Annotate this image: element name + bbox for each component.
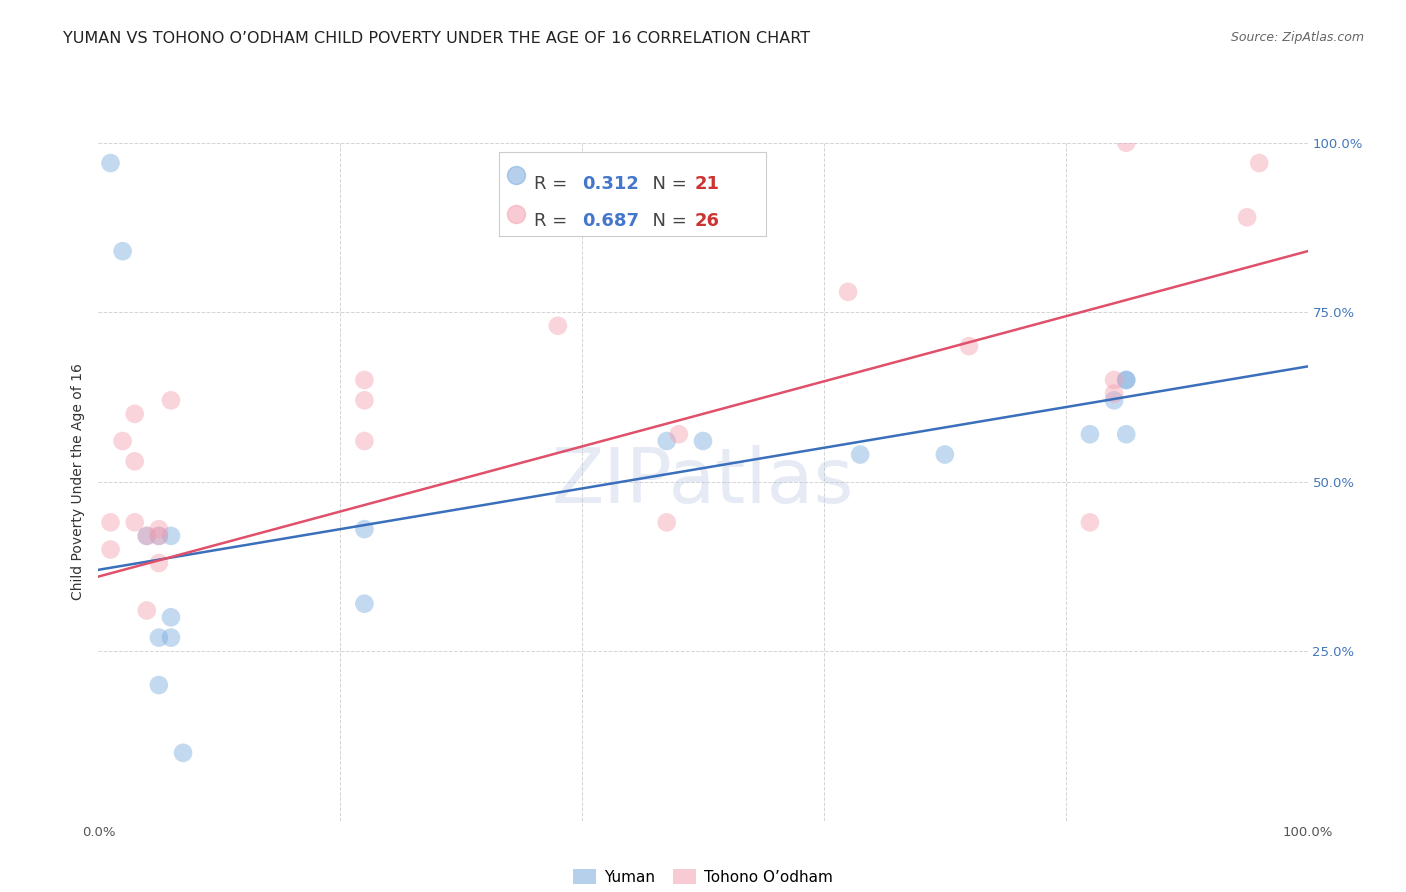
Point (353, 373, 375, 387)
Point (1115, 373, 1137, 387)
Point (934, 448, 956, 462)
Text: 0.312: 0.312 (582, 175, 638, 193)
Point (111, 244, 134, 259)
Point (655, 434, 678, 448)
Point (172, 746, 194, 760)
Point (1078, 516, 1101, 530)
Point (148, 522, 170, 536)
Point (353, 434, 375, 448)
Text: YUMAN VS TOHONO O’ODHAM CHILD POVERTY UNDER THE AGE OF 16 CORRELATION CHART: YUMAN VS TOHONO O’ODHAM CHILD POVERTY UN… (63, 31, 810, 46)
Point (1102, 393, 1125, 408)
Point (135, 603, 157, 617)
Point (655, 516, 678, 530)
Point (353, 522, 375, 536)
Point (1102, 373, 1125, 387)
Text: ZIPatlas: ZIPatlas (551, 445, 855, 518)
Y-axis label: Child Poverty Under the Age of 16: Child Poverty Under the Age of 16 (72, 363, 86, 600)
Point (148, 529, 170, 543)
Point (160, 610, 183, 624)
Point (547, 318, 569, 333)
Point (1102, 386, 1125, 401)
Point (124, 454, 146, 468)
Point (160, 631, 183, 645)
Point (160, 393, 183, 408)
Point (148, 529, 170, 543)
Point (160, 529, 183, 543)
Point (135, 529, 157, 543)
Text: 21: 21 (695, 175, 718, 193)
Point (1115, 427, 1137, 442)
Text: 0.687: 0.687 (582, 212, 638, 230)
Point (353, 597, 375, 611)
Point (353, 393, 375, 408)
Point (1249, 156, 1271, 170)
Point (957, 339, 980, 353)
Legend: Yuman, Tohono O’odham: Yuman, Tohono O’odham (567, 863, 839, 891)
Text: 26: 26 (695, 212, 718, 230)
Point (148, 678, 170, 692)
Point (148, 556, 170, 570)
Point (135, 529, 157, 543)
Point (100, 156, 122, 170)
Point (124, 407, 146, 421)
Text: N =: N = (641, 212, 692, 230)
Text: Source: ZipAtlas.com: Source: ZipAtlas.com (1230, 31, 1364, 45)
Text: R =: R = (534, 175, 572, 193)
Point (111, 434, 134, 448)
Point (1236, 211, 1258, 225)
Point (849, 448, 872, 462)
Point (668, 427, 690, 442)
Point (124, 516, 146, 530)
Point (837, 285, 859, 299)
Point (692, 434, 714, 448)
Point (100, 516, 122, 530)
Point (1115, 136, 1137, 150)
Point (1078, 427, 1101, 442)
Text: N =: N = (641, 175, 692, 193)
Point (1115, 373, 1137, 387)
Point (148, 631, 170, 645)
Text: R =: R = (534, 212, 572, 230)
Point (100, 542, 122, 557)
